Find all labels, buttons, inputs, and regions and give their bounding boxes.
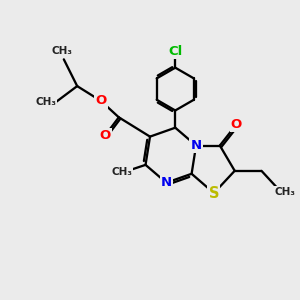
Text: CH₃: CH₃ bbox=[111, 167, 132, 177]
Text: O: O bbox=[231, 118, 242, 131]
Text: N: N bbox=[161, 176, 172, 189]
Text: CH₃: CH₃ bbox=[274, 187, 295, 196]
Text: CH₃: CH₃ bbox=[35, 98, 56, 107]
Text: O: O bbox=[95, 94, 106, 107]
Text: S: S bbox=[209, 186, 219, 201]
Text: CH₃: CH₃ bbox=[52, 46, 73, 56]
Text: N: N bbox=[190, 139, 202, 152]
Text: Cl: Cl bbox=[168, 45, 182, 58]
Text: O: O bbox=[100, 129, 111, 142]
